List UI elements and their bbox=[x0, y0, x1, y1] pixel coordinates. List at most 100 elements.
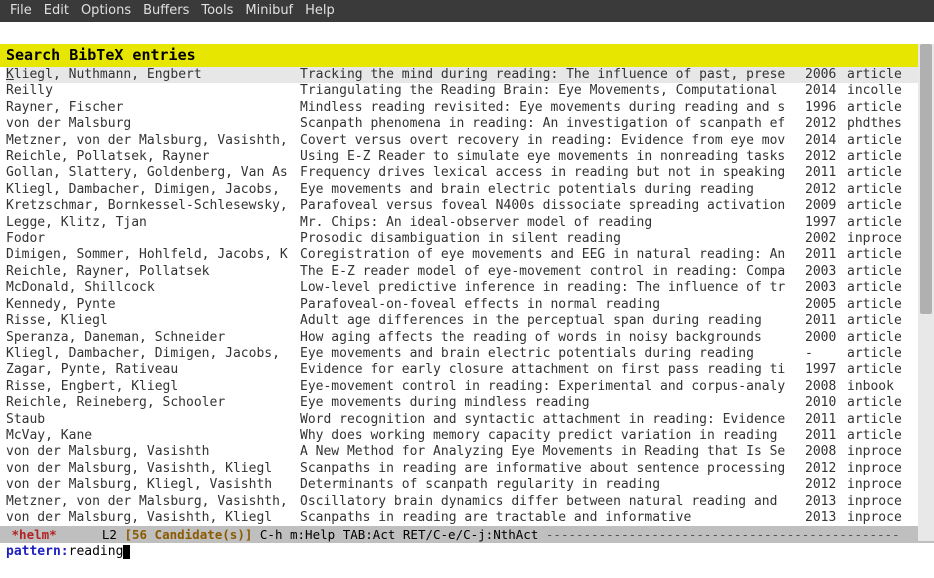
result-title: Prosodic disambiguation in silent readin… bbox=[300, 231, 805, 247]
menu-file[interactable]: File bbox=[4, 0, 38, 22]
result-title: Triangulating the Reading Brain: Eye Mov… bbox=[300, 83, 805, 99]
result-title: Parafoveal-on-foveal effects in normal r… bbox=[300, 297, 805, 313]
result-row[interactable]: FodorProsodic disambiguation in silent r… bbox=[6, 231, 928, 247]
result-title: Evidence for early closure attachment on… bbox=[300, 362, 805, 378]
result-type: article bbox=[847, 215, 902, 231]
result-title: Eye movements during mindless reading bbox=[300, 395, 805, 411]
result-authors: von der Malsburg, Vasishth bbox=[6, 444, 300, 460]
result-year: 2012 bbox=[805, 477, 847, 493]
modeline-help-text: C-h m:Help TAB:Act RET/C-e/C-j:NthAct bbox=[260, 526, 538, 543]
result-type: article bbox=[847, 165, 902, 181]
result-row[interactable]: ReillyTriangulating the Reading Brain: E… bbox=[6, 83, 928, 99]
result-row[interactable]: Kennedy, PynteParafoveal-on-foveal effec… bbox=[6, 297, 928, 313]
result-title: Oscillatory brain dynamics differ betwee… bbox=[300, 494, 805, 510]
modeline-dashes: ----------------------------------------… bbox=[546, 526, 930, 543]
result-row[interactable]: von der MalsburgScanpath phenomena in re… bbox=[6, 116, 928, 132]
menu-buffers[interactable]: Buffers bbox=[137, 0, 195, 22]
result-row[interactable]: Metzner, von der Malsburg, Vasishth,Osci… bbox=[6, 494, 928, 510]
menubar: FileEditOptionsBuffersToolsMinibufHelp bbox=[0, 0, 934, 22]
result-title: How aging affects the reading of words i… bbox=[300, 330, 805, 346]
result-row[interactable]: Rayner, FischerMindless reading revisite… bbox=[6, 100, 928, 116]
result-row[interactable]: Reichle, Rayner, PollatsekThe E-Z reader… bbox=[6, 264, 928, 280]
result-authors: Kliegl, Nuthmann, Engbert bbox=[6, 67, 300, 83]
result-title: Parafoveal versus foveal N400s dissociat… bbox=[300, 198, 805, 214]
result-authors: Kliegl, Dambacher, Dimigen, Jacobs, bbox=[6, 182, 300, 198]
result-row[interactable]: Metzner, von der Malsburg, Vasishth,Cove… bbox=[6, 133, 928, 149]
result-type: article bbox=[847, 280, 902, 296]
result-row[interactable]: Kliegl, Dambacher, Dimigen, Jacobs,Eye m… bbox=[6, 346, 928, 362]
result-year: 2012 bbox=[805, 182, 847, 198]
result-title: Scanpaths in reading are tractable and i… bbox=[300, 510, 805, 526]
result-type: article bbox=[847, 149, 902, 165]
menu-minibuf[interactable]: Minibuf bbox=[239, 0, 299, 22]
result-authors: Risse, Kliegl bbox=[6, 313, 300, 329]
result-type: article bbox=[847, 133, 902, 149]
result-authors: McVay, Kane bbox=[6, 428, 300, 444]
menu-options[interactable]: Options bbox=[75, 0, 137, 22]
result-year: 2009 bbox=[805, 198, 847, 214]
result-title: Scanpaths in reading are informative abo… bbox=[300, 461, 805, 477]
result-year: 2003 bbox=[805, 280, 847, 296]
result-row[interactable]: Risse, Engbert, KlieglEye-movement contr… bbox=[6, 379, 928, 395]
result-row[interactable]: von der Malsburg, VasishthA New Method f… bbox=[6, 444, 928, 460]
result-row[interactable]: Reichle, Pollatsek, RaynerUsing E-Z Read… bbox=[6, 149, 928, 165]
result-row[interactable]: Zagar, Pynte, RativeauEvidence for early… bbox=[6, 362, 928, 378]
result-year: 2013 bbox=[805, 494, 847, 510]
result-title: Eye movements and brain electric potenti… bbox=[300, 346, 805, 362]
result-row[interactable]: Risse, KlieglAdult age differences in th… bbox=[6, 313, 928, 329]
result-row[interactable]: Kliegl, Nuthmann, EngbertTracking the mi… bbox=[6, 67, 928, 83]
result-row[interactable]: Legge, Klitz, TjanMr. Chips: An ideal-ob… bbox=[6, 215, 928, 231]
result-row[interactable]: StaubWord recognition and syntactic atta… bbox=[6, 412, 928, 428]
result-row[interactable]: von der Malsburg, Kliegl, VasishthDeterm… bbox=[6, 477, 928, 493]
result-authors: Speranza, Daneman, Schneider bbox=[6, 330, 300, 346]
result-row[interactable]: Kretzschmar, Bornkessel-Schlesewsky,Para… bbox=[6, 198, 928, 214]
result-authors: Rayner, Fischer bbox=[6, 100, 300, 116]
minibuffer-input[interactable]: reading bbox=[69, 543, 124, 561]
result-year: 2014 bbox=[805, 83, 847, 99]
result-title: Mr. Chips: An ideal-observer model of re… bbox=[300, 215, 805, 231]
scrollbar[interactable] bbox=[918, 44, 934, 541]
result-row[interactable]: Reichle, Reineberg, SchoolerEye movement… bbox=[6, 395, 928, 411]
result-row[interactable]: von der Malsburg, Vasishth, KlieglScanpa… bbox=[6, 510, 928, 526]
result-type: phdthes bbox=[847, 116, 902, 132]
minibuffer[interactable]: pattern: reading bbox=[0, 543, 934, 561]
result-title: Low-level predictive inference in readin… bbox=[300, 280, 805, 296]
menu-tools[interactable]: Tools bbox=[195, 0, 239, 22]
result-type: article bbox=[847, 346, 902, 362]
result-type: article bbox=[847, 313, 902, 329]
result-type: inproce bbox=[847, 444, 902, 460]
result-title: The E-Z reader model of eye-movement con… bbox=[300, 264, 805, 280]
scrollbar-thumb[interactable] bbox=[920, 44, 932, 314]
result-title: Covert versus overt recovery in reading:… bbox=[300, 133, 805, 149]
result-year: 2011 bbox=[805, 247, 847, 263]
menu-edit[interactable]: Edit bbox=[38, 0, 75, 22]
result-row[interactable]: Dimigen, Sommer, Hohlfeld, Jacobs, KCore… bbox=[6, 247, 928, 263]
result-type: article bbox=[847, 395, 902, 411]
result-title: Eye movements and brain electric potenti… bbox=[300, 182, 805, 198]
result-row[interactable]: Gollan, Slattery, Goldenberg, Van AsFreq… bbox=[6, 165, 928, 181]
result-year: 2012 bbox=[805, 149, 847, 165]
results-list: Kliegl, Nuthmann, EngbertTracking the mi… bbox=[0, 67, 934, 526]
result-row[interactable]: McDonald, ShillcockLow-level predictive … bbox=[6, 280, 928, 296]
result-row[interactable]: von der Malsburg, Vasishth, KlieglScanpa… bbox=[6, 461, 928, 477]
result-type: inproce bbox=[847, 477, 902, 493]
result-row[interactable]: Speranza, Daneman, SchneiderHow aging af… bbox=[6, 330, 928, 346]
result-type: article bbox=[847, 198, 902, 214]
result-type: inbook bbox=[847, 379, 894, 395]
result-authors: Kretzschmar, Bornkessel-Schlesewsky, bbox=[6, 198, 300, 214]
result-row[interactable]: Kliegl, Dambacher, Dimigen, Jacobs,Eye m… bbox=[6, 182, 928, 198]
result-row[interactable]: McVay, KaneWhy does working memory capac… bbox=[6, 428, 928, 444]
result-year: 2000 bbox=[805, 330, 847, 346]
result-type: inproce bbox=[847, 510, 902, 526]
result-authors: Reichle, Rayner, Pollatsek bbox=[6, 264, 300, 280]
helm-header: Search BibTeX entries bbox=[0, 44, 934, 67]
menu-help[interactable]: Help bbox=[299, 0, 341, 22]
result-authors: Reichle, Pollatsek, Rayner bbox=[6, 149, 300, 165]
result-authors: Metzner, von der Malsburg, Vasishth, bbox=[6, 133, 300, 149]
result-year: 2008 bbox=[805, 444, 847, 460]
result-year: 2005 bbox=[805, 297, 847, 313]
result-authors: Kennedy, Pynte bbox=[6, 297, 300, 313]
result-authors: Dimigen, Sommer, Hohlfeld, Jacobs, K bbox=[6, 247, 300, 263]
result-year: 2003 bbox=[805, 264, 847, 280]
result-year: 2002 bbox=[805, 231, 847, 247]
